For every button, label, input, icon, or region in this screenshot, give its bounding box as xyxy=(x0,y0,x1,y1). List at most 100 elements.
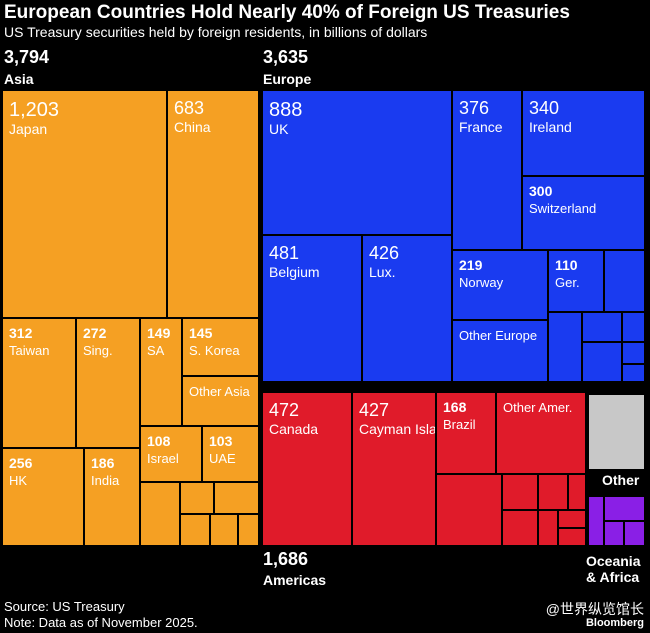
treemap-filler-tile xyxy=(621,363,646,383)
asia-japan-value-label: 1,203 xyxy=(9,99,59,121)
asia-sing-tile xyxy=(75,317,141,449)
treemap-filler-tile xyxy=(537,509,559,547)
asia-hk-name-label: HK xyxy=(9,473,27,488)
treemap-filler-tile xyxy=(179,513,211,547)
americas-canada-value-label: 472 xyxy=(269,400,299,420)
europe-belgium-value-label: 481 xyxy=(269,243,299,263)
treemap-filler-tile xyxy=(501,509,539,547)
asia-japan-name-label: Japan xyxy=(9,121,47,137)
europe-ger-tile xyxy=(547,249,605,313)
europe-ireland-tile xyxy=(521,89,646,177)
watermark-text: @世界纵览馆长 xyxy=(545,601,644,617)
oceania-africa-region-label: Oceania & Africa xyxy=(586,553,641,585)
asia-israel-tile xyxy=(139,425,203,483)
europe-ger-name-label: Ger. xyxy=(555,275,580,290)
europe-norway-value-label: 219 xyxy=(459,257,483,273)
treemap-filler-tile xyxy=(603,495,646,522)
asia-hk-value-label: 256 xyxy=(9,455,33,471)
asia-china-tile xyxy=(166,89,260,319)
asia-s-korea-tile xyxy=(181,317,260,377)
chart-title: European Countries Hold Nearly 40% of Fo… xyxy=(4,2,570,23)
treemap-filler-tile xyxy=(179,481,215,515)
europe-lux-tile xyxy=(361,234,453,383)
europe-switzerland-tile xyxy=(521,175,646,251)
americas-brazil-name-label: Brazil xyxy=(443,417,476,432)
treemap-filler-tile xyxy=(603,520,625,547)
asia-sa-name-label: SA xyxy=(147,343,165,358)
asia-india-name-label: India xyxy=(91,473,120,488)
treemap-filler-tile xyxy=(557,509,587,529)
asia-israel-name-label: Israel xyxy=(147,451,179,466)
treemap-filler-tile xyxy=(581,311,623,343)
europe-france-name-label: France xyxy=(459,119,503,135)
treemap-filler-tile xyxy=(537,473,569,511)
treemap-filler-tile xyxy=(621,311,646,343)
treemap-filler-tile xyxy=(237,513,260,547)
source-note: Source: US Treasury xyxy=(4,599,125,614)
europe-region-label: Europe xyxy=(263,71,312,87)
treemap-filler-tile xyxy=(581,341,623,383)
americas-total-value: 1,686 xyxy=(263,549,309,569)
europe-ireland-value-label: 340 xyxy=(529,98,559,118)
europe-france-tile xyxy=(451,89,523,251)
data-date-note: Note: Data as of November 2025. xyxy=(4,615,198,630)
europe-total-value: 3,635 xyxy=(263,47,309,67)
asia-taiwan-value-label: 312 xyxy=(9,325,33,341)
bloomberg-logo: Bloomberg xyxy=(585,617,644,629)
europe-lux-value-label: 426 xyxy=(369,243,399,263)
americas-other-amer-name-label: Other Amer. xyxy=(503,400,572,415)
americas-canada-name-label: Canada xyxy=(269,421,318,437)
americas-canada-tile xyxy=(261,391,353,547)
asia-india-value-label: 186 xyxy=(91,455,115,471)
asia-sa-value-label: 149 xyxy=(147,325,171,341)
asia-china-value-label: 683 xyxy=(174,98,204,118)
europe-uk-value-label: 888 xyxy=(269,99,302,121)
asia-israel-value-label: 108 xyxy=(147,433,171,449)
asia-region-label: Asia xyxy=(4,71,34,87)
treemap-filler-tile xyxy=(557,527,587,547)
chart-subtitle: US Treasury securities held by foreign r… xyxy=(4,24,428,40)
asia-taiwan-name-label: Taiwan xyxy=(9,343,49,358)
asia-japan-tile xyxy=(1,89,168,319)
asia-total-value: 3,794 xyxy=(4,47,50,67)
americas-brazil-tile xyxy=(435,391,497,475)
europe-belgium-name-label: Belgium xyxy=(269,264,320,280)
asia-india-tile xyxy=(83,447,141,547)
americas-cayman-islands-name-label: Cayman Islands xyxy=(359,421,459,437)
asia-uae-value-label: 103 xyxy=(209,433,233,449)
europe-france-value-label: 376 xyxy=(459,98,489,118)
europe-switzerland-name-label: Switzerland xyxy=(529,201,596,216)
americas-brazil-value-label: 168 xyxy=(443,399,467,415)
asia-s-korea-value-label: 145 xyxy=(189,325,213,341)
asia-other-asia-tile xyxy=(181,375,260,427)
europe-norway-name-label: Norway xyxy=(459,275,504,290)
europe-other-europe-name-label: Other Europe xyxy=(459,328,537,343)
europe-belgium-tile xyxy=(261,234,363,383)
asia-other-asia-name-label: Other Asia xyxy=(189,384,250,399)
treemap-filler-tile xyxy=(567,473,587,511)
treemap-filler-tile xyxy=(209,513,239,547)
europe-ireland-name-label: Ireland xyxy=(529,119,572,135)
europe-other-europe-tile xyxy=(451,319,549,383)
americas-cayman-islands-tile xyxy=(351,391,437,547)
treemap-filler-tile xyxy=(435,473,503,547)
americas-cayman-islands-value-label: 427 xyxy=(359,400,389,420)
asia-hk-tile xyxy=(1,447,85,547)
europe-switzerland-value-label: 300 xyxy=(529,183,553,199)
europe-uk-name-label: UK xyxy=(269,121,289,137)
americas-region-label: Americas xyxy=(263,572,327,588)
europe-ger-value-label: 110 xyxy=(555,257,578,273)
treemap-filler-tile xyxy=(501,473,539,511)
treemap-filler-tile xyxy=(139,481,181,547)
americas-other-amer-tile xyxy=(495,391,587,475)
asia-china-name-label: China xyxy=(174,119,211,135)
treemap-filler-tile xyxy=(547,311,583,383)
treemap-filler-tile xyxy=(621,341,646,365)
treemap-filler-tile xyxy=(213,481,260,515)
asia-sing-name-label: Sing. xyxy=(83,343,113,358)
other-region-block xyxy=(587,393,646,471)
asia-sing-value-label: 272 xyxy=(83,325,107,341)
other-region-label: Other xyxy=(602,472,640,488)
asia-s-korea-name-label: S. Korea xyxy=(189,343,240,358)
